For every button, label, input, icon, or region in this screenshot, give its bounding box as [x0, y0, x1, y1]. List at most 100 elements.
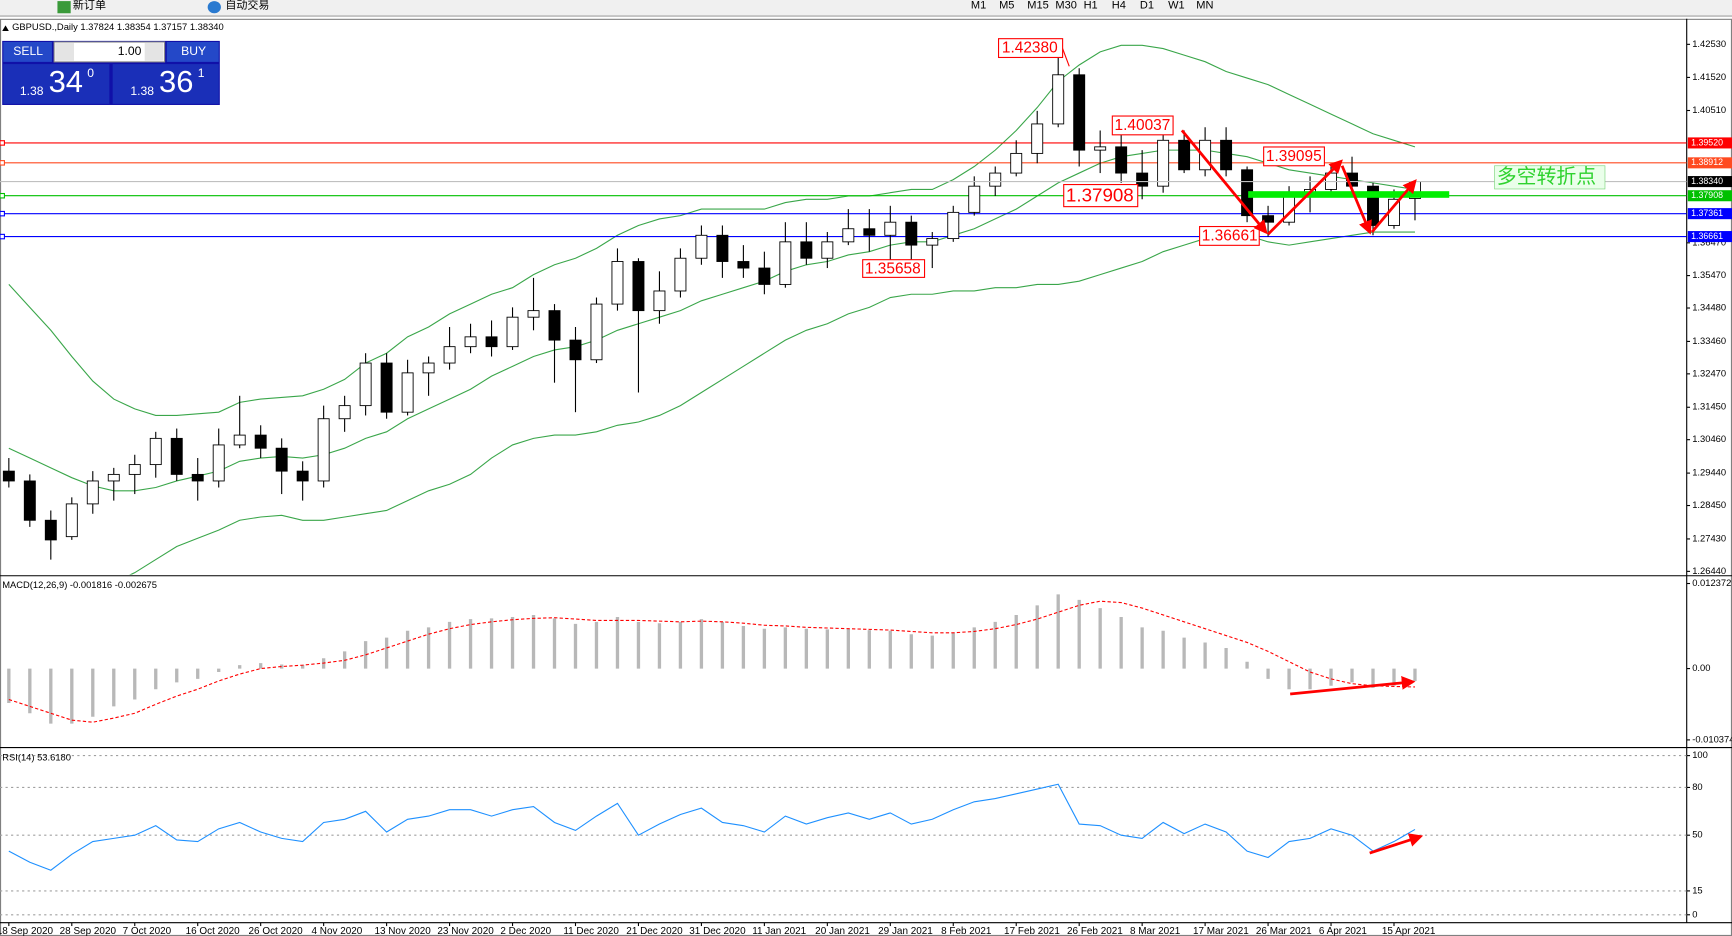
x-tick-label: 31 Dec 2020: [689, 926, 746, 936]
x-tick-label: 16 Oct 2020: [186, 926, 241, 936]
candle-body: [1367, 185, 1379, 226]
timeframe-button[interactable]: MN: [1196, 0, 1213, 11]
candle-body: [842, 228, 855, 243]
bid-box[interactable]: [3, 64, 110, 104]
y-tick-label: 1.30460: [1692, 433, 1726, 444]
candle-body: [611, 261, 624, 305]
panel-title: MACD(12,26,9) -0.001816 -0.002675: [2, 579, 157, 590]
timeframe-button[interactable]: W1: [1168, 0, 1185, 11]
candle-body: [1199, 139, 1212, 171]
x-tick-label: 17 Feb 2021: [1004, 926, 1060, 936]
candle-body: [632, 261, 645, 312]
annotation-pointer: [1062, 48, 1070, 67]
lot-up[interactable]: [144, 43, 164, 61]
level-price-box: [1687, 231, 1732, 243]
level-price-label: 1.37908: [1691, 190, 1723, 200]
panel-title: RSI(14) 53.6180: [2, 752, 71, 763]
label-box: [1494, 165, 1606, 190]
level-price-box: [1687, 137, 1732, 149]
y-tick-label: 1.40510: [1692, 104, 1726, 115]
sell-label[interactable]: SELL: [13, 44, 43, 58]
y-tick-label: 1.26440: [1692, 565, 1726, 576]
y-tick-label: 1.32470: [1692, 367, 1726, 378]
level-price-box: [1687, 208, 1732, 220]
buy-button[interactable]: [166, 41, 219, 62]
lot-input[interactable]: [53, 41, 166, 63]
annotation-box: [1263, 146, 1325, 167]
annotation-box: [862, 259, 926, 278]
bid-prefix: 1.38: [20, 84, 44, 98]
level-marker: [0, 140, 5, 146]
y-tick-label: 50: [1692, 829, 1702, 840]
level-price-box: [1687, 190, 1732, 202]
candle-body: [821, 241, 834, 259]
ask-box[interactable]: [112, 64, 219, 104]
new-order-button[interactable]: 新订单: [73, 0, 106, 11]
x-tick-label: 26 Mar 2021: [1256, 926, 1312, 936]
candle-body: [422, 362, 435, 374]
candle-body: [191, 473, 204, 482]
bollinger-band: [8, 44, 1416, 417]
x-tick-label: 11 Dec 2020: [563, 926, 619, 936]
candle-body: [653, 290, 666, 312]
trend-arrow: [1267, 159, 1343, 236]
candle-body: [863, 228, 876, 236]
x-tick-label: 6 Apr 2021: [1319, 926, 1368, 936]
price-annotation: 1.42380: [1002, 40, 1058, 57]
timeframe-button[interactable]: H1: [1084, 0, 1098, 11]
candle-body: [44, 519, 57, 541]
sell-button[interactable]: [3, 41, 52, 62]
candle-body: [1115, 146, 1128, 174]
lot-down[interactable]: [55, 43, 75, 61]
x-tick-label: 15 Apr 2021: [1382, 926, 1436, 936]
candle-body: [1010, 152, 1023, 174]
auto-trading-icon[interactable]: [207, 1, 221, 14]
new-order-icon[interactable]: [57, 1, 71, 14]
timeframe-bar: M1 M5 M15 M30 H1 H4 D1 W1 MN: [971, 0, 1214, 11]
timeframe-button[interactable]: M5: [999, 0, 1014, 11]
timeframe-button[interactable]: D1: [1140, 0, 1154, 11]
candle-body: [380, 362, 393, 413]
collapse-icon: [2, 25, 9, 31]
timeframe-button[interactable]: M15: [1027, 0, 1048, 11]
candle-body: [485, 336, 498, 348]
level-price-label: 1.37361: [1691, 208, 1723, 218]
candle-body: [737, 261, 750, 269]
timeframe-button[interactable]: M1: [971, 0, 986, 11]
panel: [0, 44, 1687, 575]
ask-fraction: 1: [198, 66, 205, 80]
y-tick-label: 0.00: [1692, 662, 1710, 673]
x-tick-label: 8 Mar 2021: [1130, 926, 1181, 936]
auto-trading-button[interactable]: 自动交易: [225, 0, 269, 11]
price-annotation: 1.39095: [1266, 148, 1322, 165]
plot-area: [0, 44, 1687, 916]
timeframe-button[interactable]: H4: [1112, 0, 1126, 11]
ask-pips: 36: [159, 64, 193, 99]
y-tick-label: 1.42530: [1692, 38, 1726, 49]
candle-body: [1094, 146, 1107, 151]
trade-panel: SELL 1.00 BUY 1.38 34 0 1.38 36 1: [2, 40, 220, 105]
last-price-label: 1.38340: [1691, 176, 1723, 186]
candle-body: [1031, 123, 1044, 154]
rsi-arrow: [1369, 833, 1424, 855]
x-tick-label: 23 Nov 2020: [437, 926, 494, 936]
y-tick-label: 15: [1692, 884, 1702, 895]
candle-body: [1262, 215, 1275, 223]
bid-fraction: 0: [87, 66, 94, 80]
x-tick-label: 2 Dec 2020: [500, 926, 551, 936]
candle-body: [716, 234, 729, 262]
candle-body: [989, 172, 1002, 187]
x-tick-label: 26 Feb 2021: [1067, 926, 1123, 936]
level-highlight: [1248, 191, 1450, 198]
last-price-box: [1687, 176, 1732, 188]
annotation-box: [1063, 183, 1139, 208]
buy-label[interactable]: BUY: [181, 44, 206, 58]
timeframe-button[interactable]: M30: [1055, 0, 1076, 11]
candle-body: [254, 434, 267, 449]
y-tick-label: 0: [1692, 908, 1697, 919]
y-tick-label: 0.012372: [1692, 577, 1731, 588]
annotations: 1.42380 1.40037 1.39095 1.37908 1.36661 …: [862, 38, 1606, 855]
lot-value[interactable]: 1.00: [118, 44, 142, 58]
